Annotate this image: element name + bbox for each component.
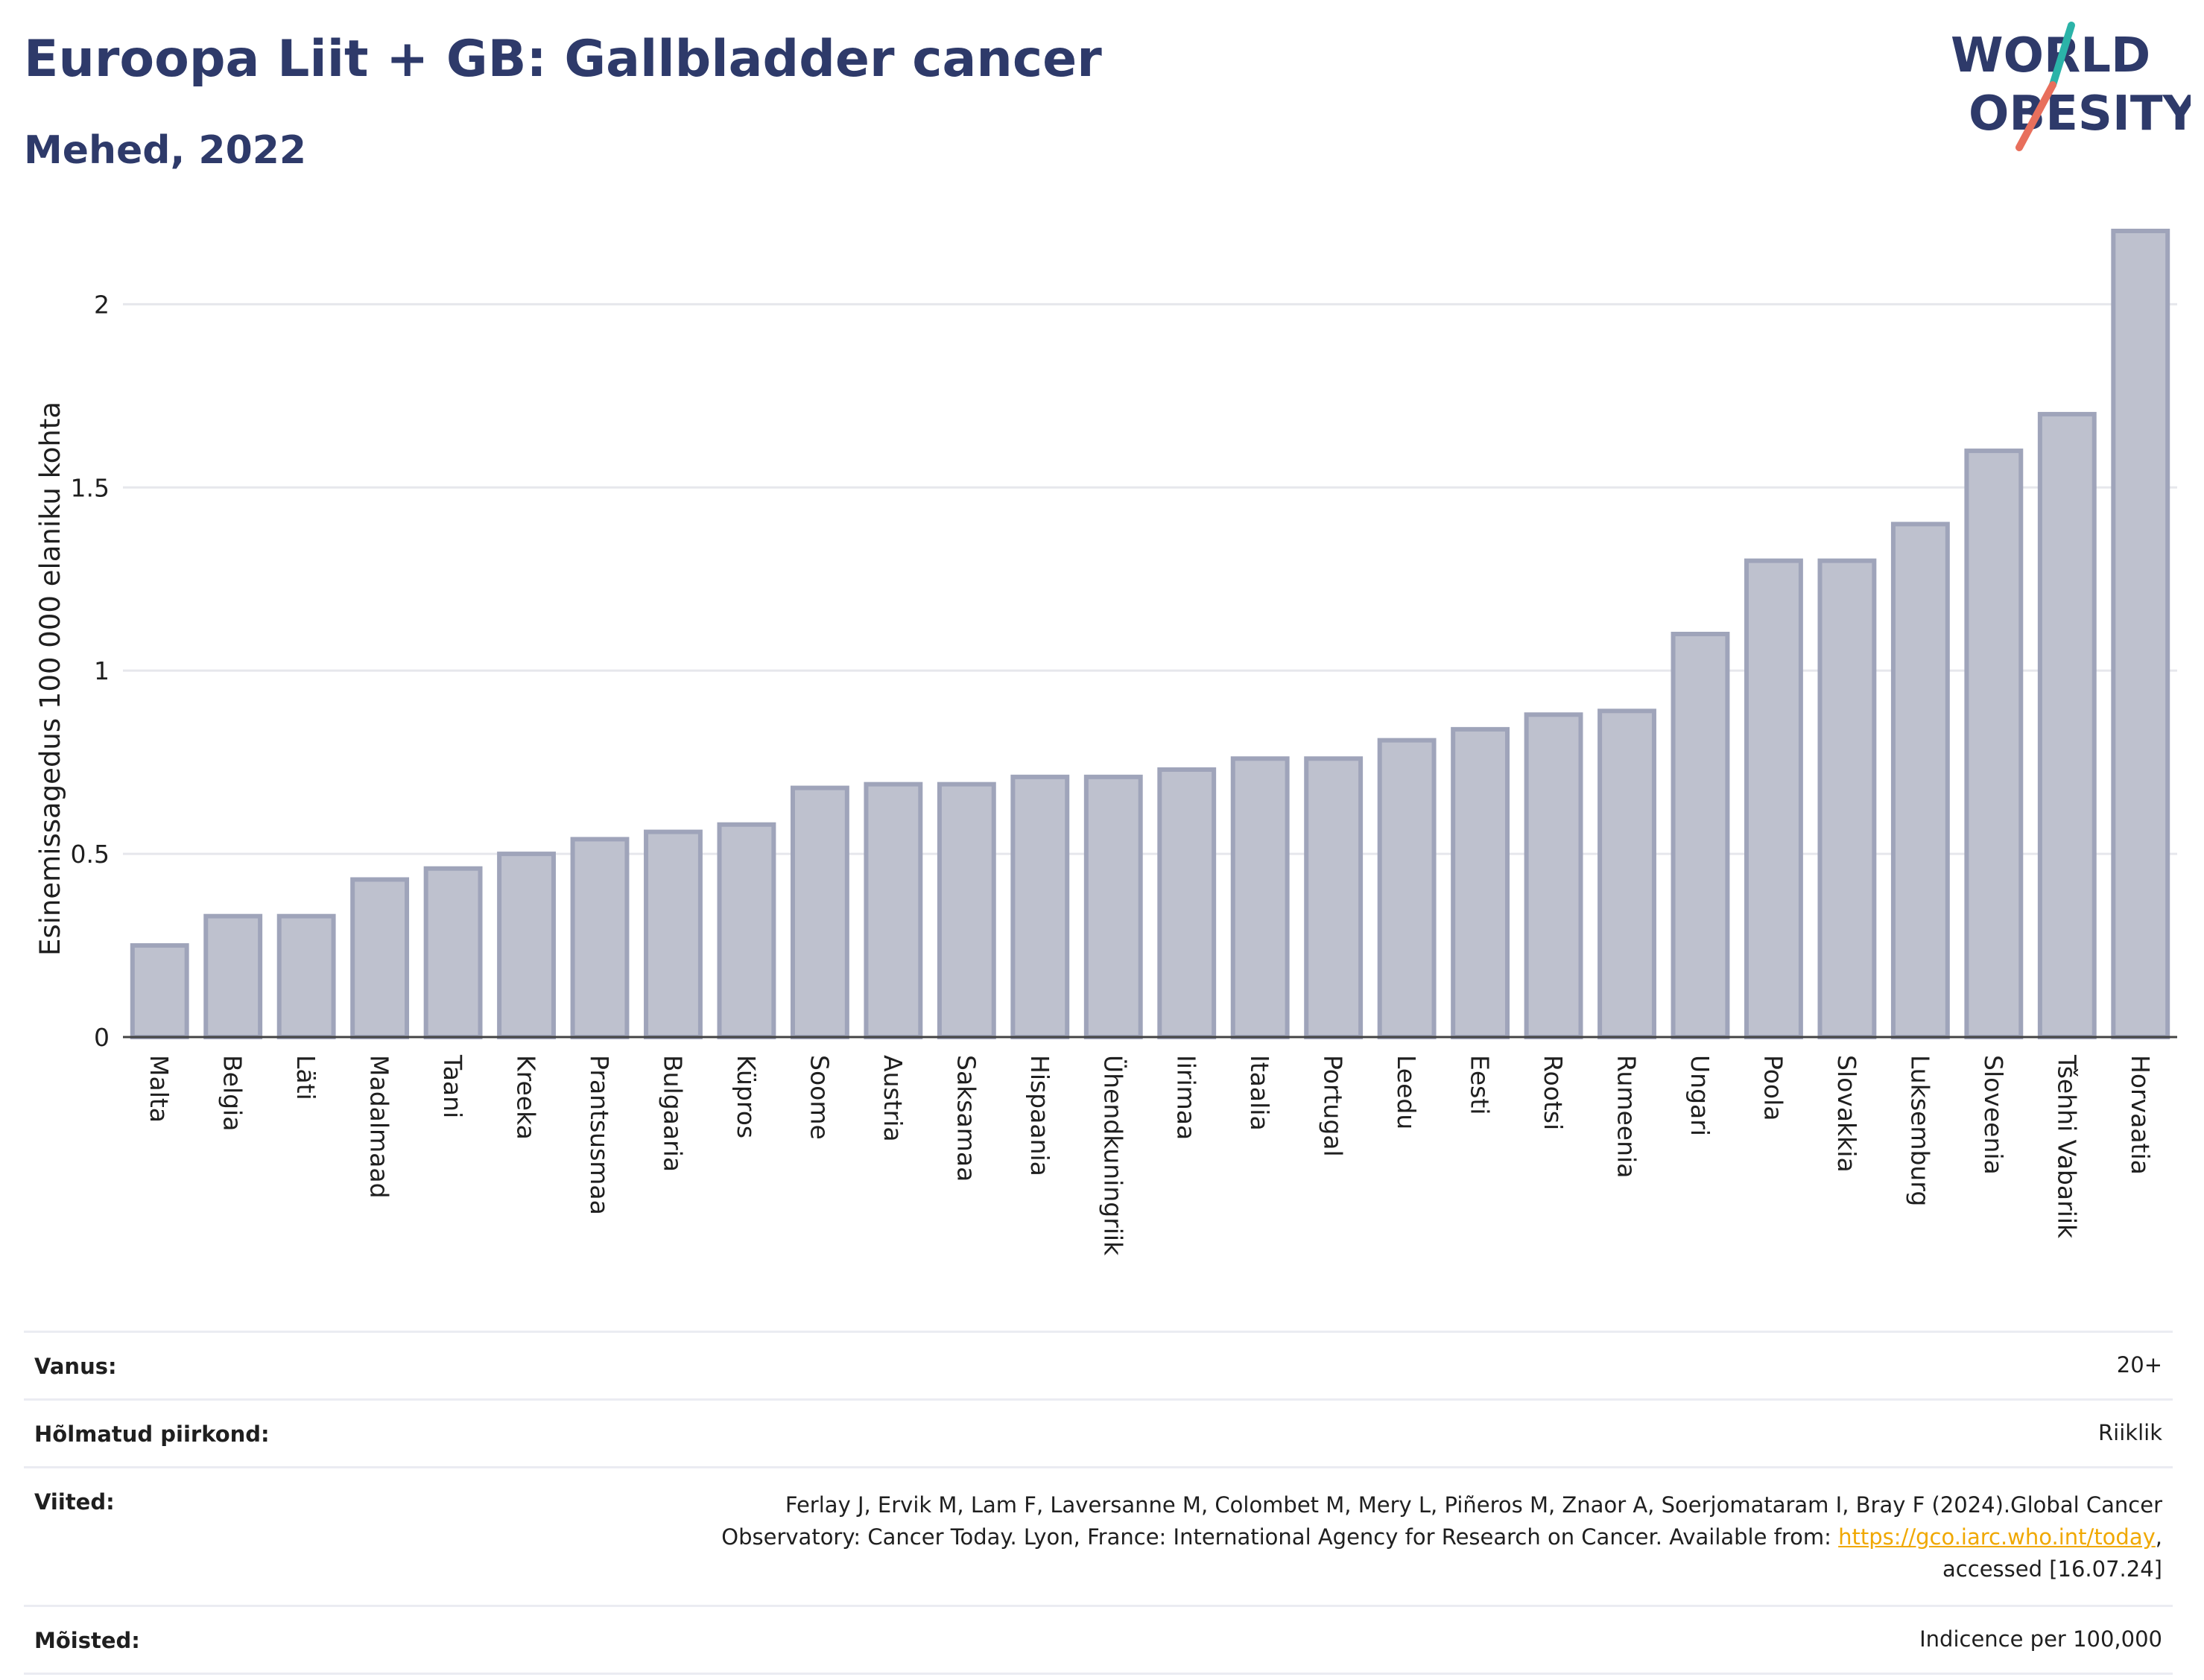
x-tick-label: Eesti: [1466, 1055, 1495, 1115]
x-tick-label: Kreeka: [512, 1055, 541, 1140]
info-label-age: Vanus:: [34, 1354, 117, 1379]
info-value-age: 20+: [2116, 1352, 2162, 1378]
bar[interactable]: [1304, 756, 1364, 1040]
bar[interactable]: [497, 852, 556, 1040]
bar[interactable]: [1157, 767, 1217, 1040]
x-tick-label: Poola: [1758, 1055, 1787, 1121]
y-tick-label: 0: [94, 1023, 110, 1052]
y-tick-label: 1.5: [71, 473, 110, 502]
x-tick-label: Rootsi: [1539, 1055, 1568, 1130]
bar[interactable]: [1671, 632, 1730, 1039]
x-tick-label: Madalmaad: [365, 1055, 394, 1199]
logo-line2: OBESITY: [1969, 86, 2191, 142]
x-tick-label: Rumeenia: [1612, 1055, 1641, 1178]
info-value-references: Ferlay J, Ervik M, Lam F, Laversanne M, …: [721, 1489, 2162, 1585]
bars: [130, 229, 2170, 1040]
y-tick-labels: 0 0.5 1 1.5 2: [71, 290, 110, 1052]
logo-line1: WORLD: [1951, 28, 2150, 83]
logo-slash-coral: [2015, 81, 2056, 151]
y-tick-label: 0.5: [71, 840, 110, 869]
bar[interactable]: [203, 913, 263, 1039]
x-tick-label: Portugal: [1319, 1055, 1348, 1157]
x-tick-label: Tšehhi Vabariik: [2052, 1054, 2081, 1239]
x-tick-label: Bulgaaria: [658, 1055, 687, 1172]
reference-comma: ,: [2155, 1524, 2162, 1550]
bar[interactable]: [1230, 756, 1290, 1040]
x-tick-label: Sloveenia: [1979, 1055, 2008, 1175]
x-tick-label: Küpros: [732, 1055, 761, 1138]
bar[interactable]: [2111, 229, 2170, 1039]
info-label-definitions: Mõisted:: [34, 1628, 140, 1653]
x-tick-label: Hispaania: [1025, 1055, 1054, 1176]
bar[interactable]: [717, 822, 776, 1040]
reference-link[interactable]: https://gco.iarc.who.int/today: [1838, 1524, 2156, 1550]
bar[interactable]: [130, 943, 189, 1039]
bar[interactable]: [1377, 738, 1437, 1039]
bar[interactable]: [350, 877, 410, 1039]
bar[interactable]: [1451, 726, 1510, 1039]
world-obesity-logo: WORLD OBESITY: [1951, 22, 2191, 151]
y-tick-label: 2: [94, 290, 110, 319]
bar[interactable]: [1744, 558, 1803, 1039]
x-tick-label: Luksemburg: [1905, 1055, 1934, 1206]
x-tick-label: Prantsusmaa: [585, 1055, 614, 1215]
y-tick-label: 1: [94, 656, 110, 685]
x-tick-labels: Malta Belgia Läti Madalmaad Taani Kreeka Prant…: [145, 1054, 2155, 1256]
bar[interactable]: [1964, 448, 2024, 1039]
bar[interactable]: [644, 829, 703, 1039]
info-row-coverage: Hõlmatud piirkond: Riiklik: [24, 1398, 2173, 1466]
bar[interactable]: [1083, 774, 1143, 1039]
reference-line-3: accessed [16.07.24]: [1942, 1556, 2162, 1582]
bar[interactable]: [1524, 712, 1583, 1039]
logo-slash-teal: [2049, 22, 2075, 89]
bar[interactable]: [864, 782, 923, 1040]
x-tick-label: Saksamaa: [951, 1055, 981, 1182]
info-row-age: Vanus: 20+: [24, 1331, 2173, 1398]
x-tick-label: Iirimaa: [1172, 1055, 1201, 1140]
bar[interactable]: [1817, 558, 1877, 1039]
x-tick-label: Ungari: [1685, 1055, 1714, 1136]
x-tick-label: Soome: [805, 1055, 834, 1140]
x-tick-label: Ühendkuningriik: [1098, 1055, 1128, 1256]
chart-title: Euroopa Liit + GB: Gallbladder cancer: [24, 30, 1102, 89]
bar[interactable]: [1010, 774, 1070, 1039]
bar[interactable]: [2037, 411, 2097, 1039]
bar[interactable]: [790, 785, 849, 1039]
x-tick-label: Belgia: [218, 1055, 247, 1131]
info-label-references: Viited:: [34, 1489, 115, 1515]
bar[interactable]: [423, 866, 483, 1040]
info-label-coverage: Hõlmatud piirkond:: [34, 1421, 270, 1447]
chart-subtitle: Mehed, 2022: [24, 128, 307, 173]
x-tick-label: Austria: [878, 1055, 908, 1142]
bar[interactable]: [276, 913, 336, 1039]
info-row-references: Viited: Ferlay J, Ervik M, Lam F, Lavers…: [24, 1466, 2173, 1605]
info-row-definitions: Mõisted: Indicence per 100,000: [24, 1605, 2173, 1675]
x-tick-label: Leedu: [1392, 1055, 1421, 1129]
x-tick-label: Läti: [291, 1055, 320, 1100]
bar[interactable]: [937, 782, 996, 1040]
reference-line-2: Observatory: Cancer Today. Lyon, France:…: [721, 1524, 1839, 1550]
info-value-coverage: Riiklik: [2098, 1420, 2162, 1445]
bar[interactable]: [1890, 522, 1950, 1039]
info-table: Vanus: 20+ Hõlmatud piirkond: Riiklik Vi…: [24, 1331, 2173, 1675]
bar-chart: 0 0.5 1 1.5 2 Malta Belgia Läti Madalmaad Taani K…: [34, 229, 2177, 1256]
x-tick-label: Horvaatia: [2126, 1055, 2155, 1175]
info-value-definitions: Indicence per 100,000: [1919, 1626, 2162, 1652]
y-axis-label: Esinemissagedus 100 000 elaniku kohta: [34, 402, 66, 956]
reference-line-1: Ferlay J, Ervik M, Lam F, Laversanne M, …: [785, 1492, 2162, 1518]
x-tick-label: Slovakkia: [1832, 1055, 1861, 1173]
bar[interactable]: [570, 837, 630, 1040]
x-tick-label: Malta: [145, 1055, 174, 1123]
x-tick-label: Taani: [438, 1054, 467, 1118]
bar[interactable]: [1597, 709, 1656, 1039]
x-tick-label: Itaalia: [1245, 1055, 1274, 1131]
